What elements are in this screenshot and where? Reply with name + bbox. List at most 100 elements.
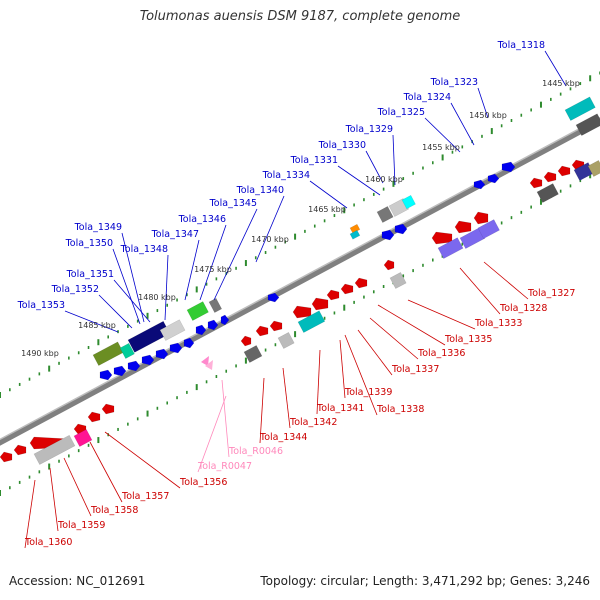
leader-line — [199, 224, 227, 301]
map-title: Tolumonas auensis DSM 9187, complete gen… — [139, 9, 461, 24]
forward-gene-label: Tola_1334 — [262, 170, 310, 181]
reverse-gene-label: Tola_1339 — [344, 387, 392, 398]
gene-block — [587, 160, 600, 177]
reverse-gene-arrow — [326, 289, 340, 301]
scale-label: 1475 kbp — [194, 265, 232, 274]
leader-line — [365, 150, 384, 184]
scale-label: 1485 kbp — [78, 321, 116, 330]
gene-block — [119, 342, 135, 359]
gene-block — [33, 434, 76, 465]
leader-line — [164, 254, 169, 321]
gene-block — [564, 96, 596, 121]
accession-text: Accession: NC_012691 — [9, 574, 146, 588]
gene-block — [575, 113, 600, 136]
leader-line — [316, 349, 321, 415]
forward-gene-label: Tola_1323 — [430, 77, 478, 88]
reverse-gene-label: Tola_1327 — [527, 288, 575, 299]
reverse-gene-label: Tola_1333 — [474, 318, 522, 329]
leader-line — [113, 279, 151, 323]
leader-line — [104, 431, 181, 489]
reverse-gene-label: Tola_1358 — [90, 505, 138, 516]
leader-line — [89, 441, 123, 503]
reverse-gene-label: Tola_1341 — [316, 403, 364, 414]
reverse-gene-label: Tola_1356 — [179, 477, 227, 488]
leader-line — [24, 479, 36, 549]
scale-label: 1465 kbp — [308, 205, 346, 214]
gene-block — [159, 319, 186, 341]
rna-feature-arrow — [201, 356, 209, 366]
forward-gene-arrow — [99, 369, 113, 381]
rna-gene-label: Tola_R0047 — [197, 461, 252, 472]
reverse-gene-arrow — [543, 171, 557, 183]
backbone-line — [0, 117, 600, 446]
forward-gene-arrow — [127, 360, 141, 372]
reverse-gene-arrow — [311, 297, 329, 311]
forward-gene-label: Tola_1329 — [345, 124, 393, 135]
forward-gene-label: Tola_1331 — [290, 155, 338, 166]
forward-gene-arrow — [394, 223, 408, 235]
forward-gene-label: Tola_1347 — [151, 229, 199, 240]
gene-block — [92, 341, 124, 366]
reverse-gene-arrow — [354, 277, 368, 289]
reverse-gene-arrow — [240, 335, 252, 347]
reverse-gene-arrow — [454, 220, 472, 234]
gene-block — [536, 183, 559, 203]
scale-label: 1450 kbp — [469, 111, 507, 120]
leader-line — [282, 367, 291, 429]
leader-line — [339, 339, 346, 399]
forward-gene-arrow — [207, 319, 219, 331]
reverse-gene-arrow — [0, 451, 13, 463]
reverse-gene-label: Tola_1337 — [391, 364, 439, 375]
leader-line — [344, 334, 378, 416]
leader-line — [377, 304, 446, 346]
forward-gene-arrow — [381, 229, 395, 241]
leader-line — [64, 310, 119, 333]
reverse-gene-arrow — [340, 283, 354, 295]
feature-track — [0, 96, 600, 465]
scale-label: 1445 kbp — [542, 79, 580, 88]
feature-labels: 1445 kbp 1450 kbp 1455 kbp 1460 kbp 1465 kbp… — [17, 40, 580, 548]
gene-block — [277, 332, 295, 349]
reverse-gene-label: Tola_1344 — [259, 432, 307, 443]
reverse-gene-label: Tola_1335 — [444, 334, 492, 345]
forward-gene-label: Tola_1349 — [74, 222, 122, 233]
leader-line — [213, 208, 258, 301]
forward-gene-arrow — [487, 173, 500, 184]
rna-feature-arrow — [205, 360, 213, 370]
reverse-gene-label: Tola_1359 — [57, 520, 105, 531]
forward-gene-arrow — [501, 161, 516, 173]
forward-gene-label: Tola_1330 — [318, 140, 366, 151]
gene-block — [208, 297, 223, 313]
gene-block — [73, 429, 93, 447]
reverse-gene-label: Tola_1360 — [24, 537, 72, 548]
scale-label: 1480 kbp — [138, 293, 176, 302]
leader-line — [477, 87, 489, 119]
forward-gene-label: Tola_1350 — [65, 238, 113, 249]
leader-line — [309, 180, 348, 209]
forward-gene-label: Tola_1352 — [51, 284, 99, 295]
leader-line — [221, 379, 230, 458]
gene-block — [401, 194, 416, 210]
leader-line — [424, 117, 461, 153]
forward-gene-arrow — [155, 348, 169, 360]
reverse-gene-arrow — [255, 325, 269, 337]
forward-gene-label: Tola_1324 — [403, 92, 451, 103]
gene-block — [243, 345, 263, 363]
scale-label: 1490 kbp — [21, 349, 59, 358]
gene-block — [389, 272, 407, 289]
leader-line — [392, 134, 396, 186]
gene-block — [376, 206, 394, 223]
scale-label: 1455 kbp — [422, 143, 460, 152]
scale-label: 1470 kbp — [251, 235, 289, 244]
reverse-gene-label: Tola_1338 — [376, 404, 424, 415]
reverse-gene-arrow — [101, 403, 115, 415]
leader-line — [259, 377, 265, 444]
reverse-gene-arrow — [87, 411, 101, 423]
leader-line — [197, 395, 227, 473]
topology-summary: Topology: circular; Length: 3,471,292 bp… — [260, 574, 590, 588]
forward-gene-arrow — [183, 337, 195, 349]
forward-gene-label: Tola_1318 — [497, 40, 545, 51]
leader-line — [121, 232, 145, 323]
forward-gene-label: Tola_1340 — [236, 185, 284, 196]
